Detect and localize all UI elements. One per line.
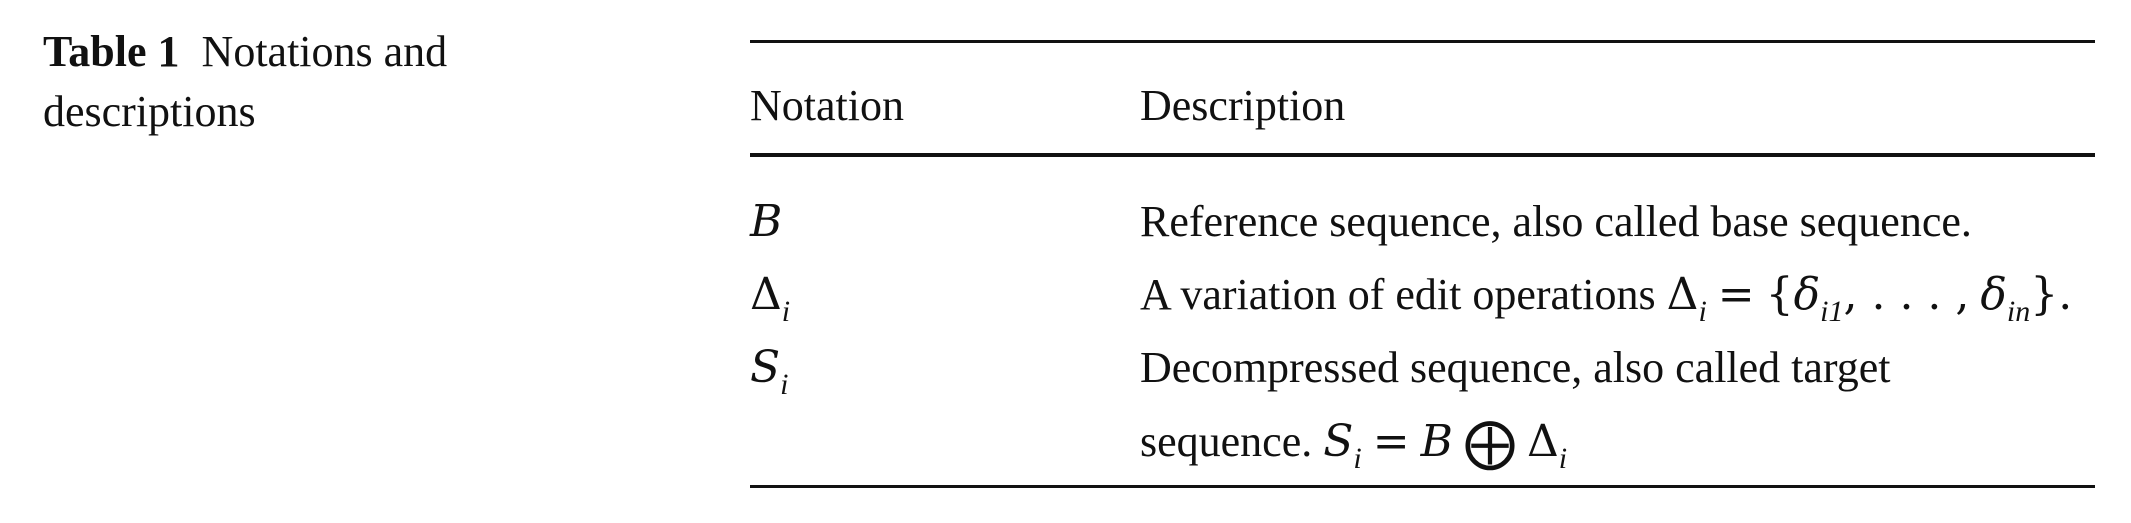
row-2-math-eq: = bbox=[1717, 269, 1755, 320]
row-2-math-open: { bbox=[1765, 269, 1794, 320]
row-3-math-eq: = bbox=[1372, 416, 1410, 467]
row-2-math-first-sub: i1 bbox=[1820, 295, 1844, 328]
table-header-rule bbox=[750, 153, 2095, 157]
header-notation: Notation bbox=[750, 81, 904, 130]
row-1-description: Reference sequence, also called base seq… bbox=[1140, 197, 1972, 246]
row-3-description-line2: sequence. Si = B ⨁ Δi bbox=[1140, 410, 1567, 477]
table-caption-text: Notations and descriptions bbox=[43, 27, 448, 136]
row-2-description-text: A variation of edit operations bbox=[1140, 270, 1656, 319]
row-3-math-lhs: S bbox=[1323, 416, 1354, 467]
table-caption-label: Table 1 bbox=[43, 27, 180, 76]
row-2-math-close: }. bbox=[2030, 269, 2073, 320]
row-2-description: A variation of edit operations Δi = {δi1… bbox=[1140, 265, 2072, 330]
table-top-rule bbox=[750, 40, 2095, 43]
row-3-math-lhs-sub: i bbox=[1353, 442, 1362, 475]
row-2-notation: Δi bbox=[750, 265, 790, 330]
row-3-description-line1: Decompressed sequence, also called targe… bbox=[1140, 343, 1891, 392]
row-3-math-delta-sub: i bbox=[1558, 442, 1568, 475]
row-3-math-oplus: ⨁ bbox=[1463, 415, 1516, 472]
row-2-math-delta-2: δ bbox=[1980, 269, 2007, 320]
row-3-notation-sub: i bbox=[780, 368, 789, 401]
table-bottom-rule bbox=[750, 485, 2095, 488]
row-2-math-lhs: Δ bbox=[1666, 269, 1699, 320]
row-3-notation: Si bbox=[750, 338, 789, 403]
row-2-math-lhs-sub: i bbox=[1698, 295, 1707, 328]
row-2-math-delta-1: δ bbox=[1793, 269, 1821, 320]
row-2-notation-sub: i bbox=[781, 295, 791, 328]
row-1-notation: B bbox=[750, 196, 783, 247]
header-description: Description bbox=[1140, 81, 1346, 130]
table-caption: Table 1 Notations and descriptions bbox=[43, 22, 563, 142]
row-3-description-line2-text: sequence. bbox=[1140, 417, 1313, 466]
row-2-math-ellipsis: , . . . , bbox=[1843, 269, 1970, 320]
row-3-math-b: B bbox=[1420, 416, 1453, 467]
row-3-notation-symbol: S bbox=[750, 342, 781, 393]
row-2-notation-symbol: Δ bbox=[750, 269, 782, 320]
row-2-math-last-sub: in bbox=[2006, 295, 2031, 328]
row-3-math-delta: Δ bbox=[1526, 416, 1559, 467]
